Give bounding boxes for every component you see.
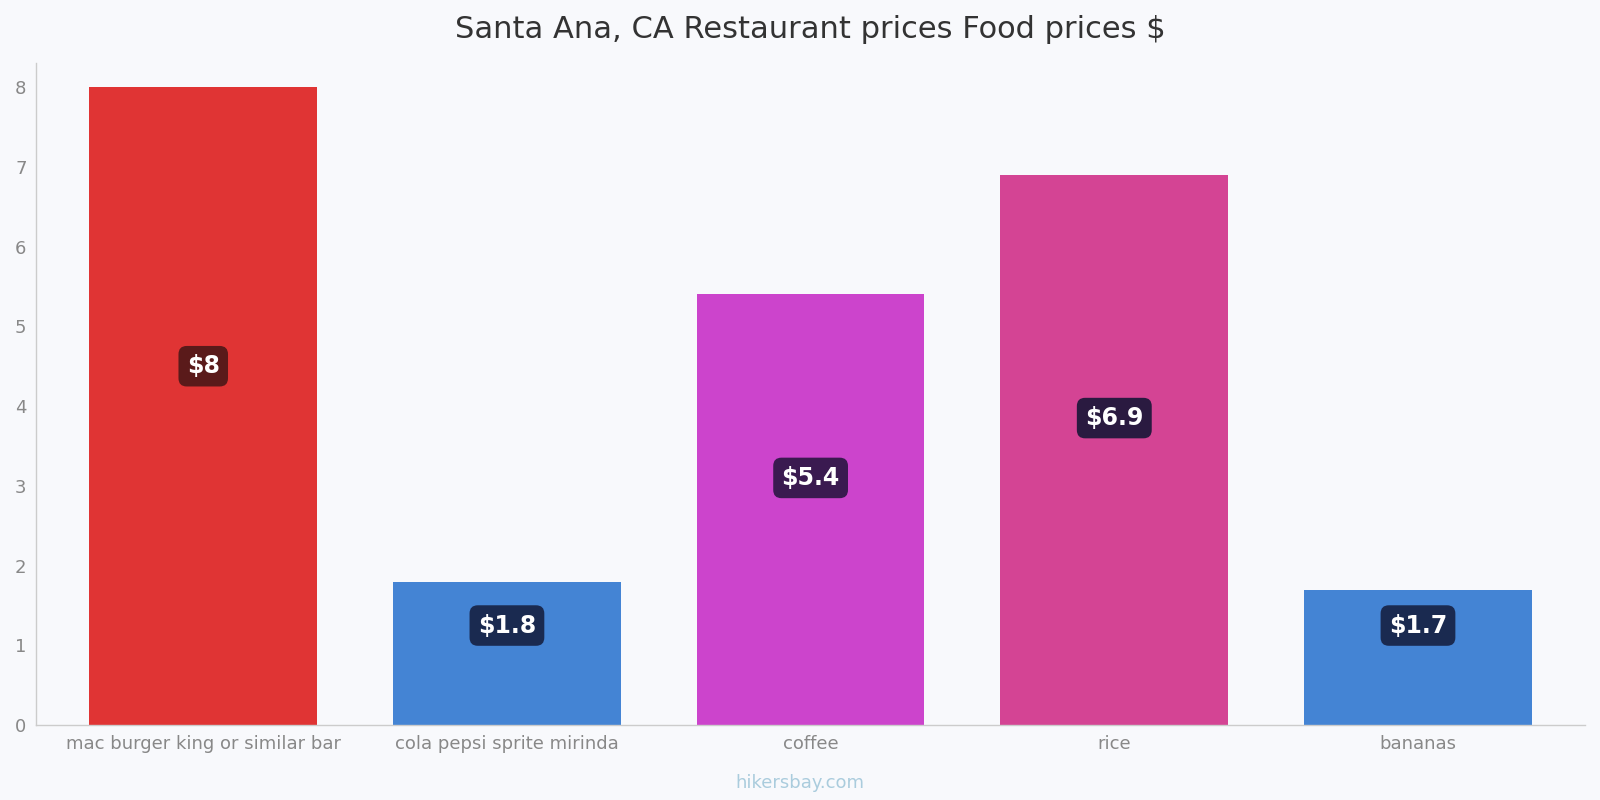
Text: $8: $8 [187, 354, 219, 378]
Bar [1304, 590, 1531, 726]
Bar [394, 582, 621, 726]
Title: Santa Ana, CA Restaurant prices Food prices $: Santa Ana, CA Restaurant prices Food pri… [456, 15, 1166, 44]
Bar [90, 87, 317, 726]
Text: $6.9: $6.9 [1085, 406, 1144, 430]
Text: hikersbay.com: hikersbay.com [736, 774, 864, 792]
Bar [696, 294, 925, 726]
Text: $1.7: $1.7 [1389, 614, 1446, 638]
Text: $5.4: $5.4 [781, 466, 840, 490]
Bar [1000, 174, 1229, 726]
Text: $1.8: $1.8 [478, 614, 536, 638]
